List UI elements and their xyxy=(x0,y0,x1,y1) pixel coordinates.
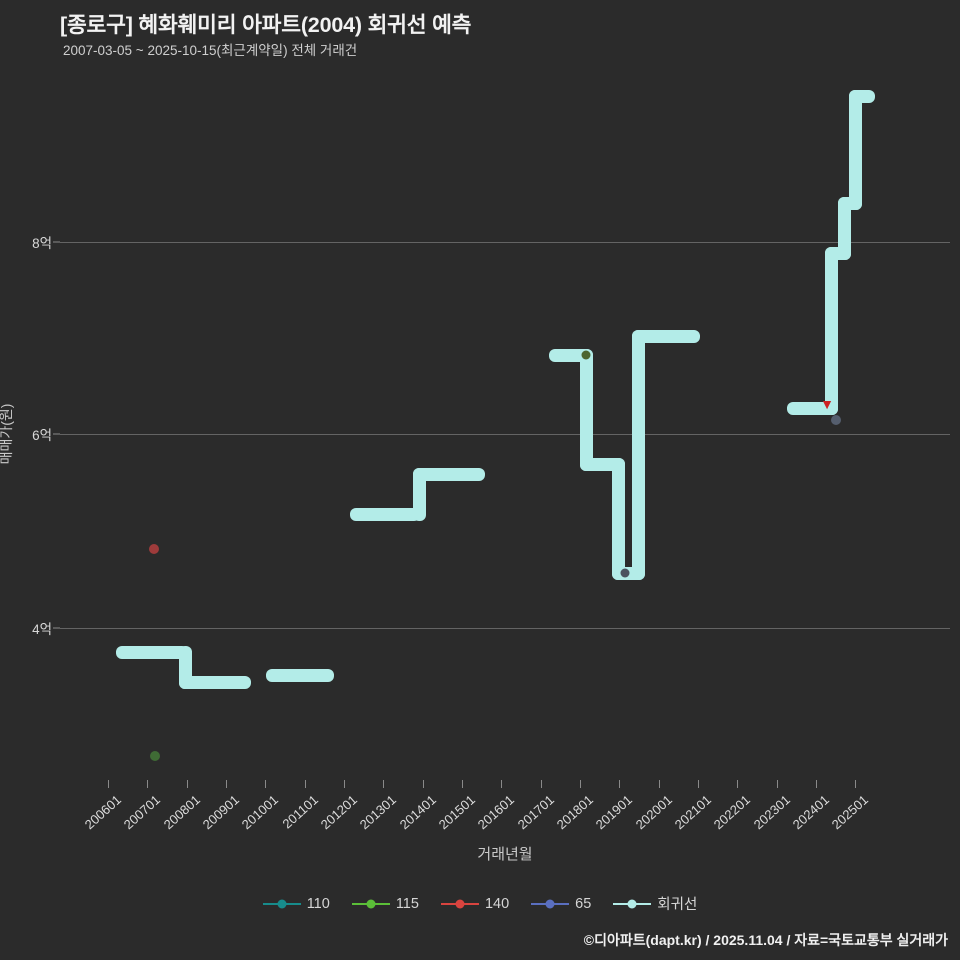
regression-segment xyxy=(612,458,625,580)
regression-segment xyxy=(849,90,862,210)
legend-label: 115 xyxy=(395,895,419,912)
x-tick-label: 201001 xyxy=(238,792,282,833)
x-tick xyxy=(383,780,384,788)
x-tick-label: 201101 xyxy=(279,792,322,832)
data-point-140-marker: ▼ xyxy=(820,396,834,412)
legend-label: 140 xyxy=(484,895,510,912)
x-tick xyxy=(541,780,542,788)
x-tick xyxy=(619,780,620,788)
legend-swatch-110 xyxy=(262,899,301,908)
legend-item-115[interactable]: 115 xyxy=(351,895,419,912)
regression-segment xyxy=(179,676,251,689)
x-tick-label: 200901 xyxy=(199,792,243,833)
legend-label: 110 xyxy=(306,895,330,912)
x-tick xyxy=(187,780,188,788)
data-point-140 xyxy=(149,544,159,554)
page-title: [종로구] 혜화훼미리 아파트(2004) 회귀선 예측 xyxy=(60,13,472,37)
x-tick-label: 202101 xyxy=(671,792,715,833)
footer-attribution: ©디아파트(dapt.kr) / 2025.11.04 / 자료=국토교통부 실… xyxy=(583,932,948,948)
data-point-115 xyxy=(150,751,160,761)
regression-segment xyxy=(116,646,188,659)
chart-legend: 110 115 140 65 회귀선 xyxy=(0,893,960,914)
legend-item-regression[interactable]: 회귀선 xyxy=(613,893,697,914)
regression-segment xyxy=(632,330,700,343)
regression-segment xyxy=(413,468,426,521)
regression-segment xyxy=(632,330,645,580)
x-tick xyxy=(305,780,306,788)
x-tick-label: 201401 xyxy=(396,792,440,833)
x-tick-label: 201201 xyxy=(317,792,361,833)
data-point-65 xyxy=(620,568,630,578)
y-tick-mark-8eok xyxy=(53,241,60,243)
x-tick-label: 200801 xyxy=(160,792,204,833)
y-tick-mark-4eok xyxy=(53,627,60,629)
x-tick-label: 202201 xyxy=(710,792,754,833)
y-tick-mark-6eok xyxy=(53,433,60,435)
x-tick-label: 200701 xyxy=(120,792,164,833)
chart-subtitle: 2007-03-05 ~ 2025-10-15(최근계약일) 전체 거래건 xyxy=(63,43,358,58)
x-tick-label: 201901 xyxy=(592,792,636,833)
x-axis-ticks xyxy=(60,780,950,790)
legend-swatch-regression xyxy=(613,899,652,908)
legend-swatch-115 xyxy=(351,899,390,908)
data-point-115 xyxy=(581,350,591,360)
x-tick xyxy=(855,780,856,788)
x-axis-label: 거래년월 xyxy=(477,846,533,863)
regression-segment xyxy=(838,197,851,260)
x-tick-label: 201801 xyxy=(553,792,597,833)
y-tick-label-4eok: 4억 xyxy=(32,622,52,637)
x-tick xyxy=(226,780,227,788)
x-tick xyxy=(816,780,817,788)
x-tick xyxy=(580,780,581,788)
x-tick-label: 201601 xyxy=(474,792,518,833)
legend-item-110[interactable]: 110 xyxy=(262,895,330,912)
x-tick xyxy=(737,780,738,788)
x-tick xyxy=(501,780,502,788)
x-tick-label: 201501 xyxy=(435,792,479,833)
regression-segment xyxy=(849,90,875,103)
legend-item-140[interactable]: 140 xyxy=(440,895,510,912)
regression-segment xyxy=(413,468,485,481)
regression-segment xyxy=(580,349,593,471)
x-tick-label: 200601 xyxy=(81,792,125,833)
plot-area: 8억 6억 4억 ▼ xyxy=(32,72,950,780)
x-tick-label: 202401 xyxy=(789,792,833,833)
x-tick xyxy=(265,780,266,788)
x-tick xyxy=(462,780,463,788)
x-tick xyxy=(423,780,424,788)
x-tick xyxy=(344,780,345,788)
legend-item-65[interactable]: 65 xyxy=(531,896,591,912)
y-tick-label-8eok: 8억 xyxy=(32,236,52,251)
x-tick-label: 202501 xyxy=(828,792,872,833)
legend-label: 회귀선 xyxy=(657,897,698,913)
gridline-8eok xyxy=(60,242,950,243)
x-tick xyxy=(659,780,660,788)
y-tick-label-6eok: 6억 xyxy=(32,428,52,443)
x-tick xyxy=(698,780,699,788)
x-tick xyxy=(108,780,109,788)
x-tick-label: 202301 xyxy=(750,792,794,833)
regression-segment xyxy=(825,247,838,415)
x-tick xyxy=(147,780,148,788)
x-tick-label: 201701 xyxy=(514,792,558,833)
legend-swatch-140 xyxy=(440,899,479,908)
gridline-4eok xyxy=(60,628,950,629)
regression-segment xyxy=(350,508,420,521)
data-point-65 xyxy=(831,415,841,425)
legend-swatch-65 xyxy=(531,899,570,908)
x-tick-label: 201301 xyxy=(356,792,400,833)
x-tick-label: 202001 xyxy=(632,792,676,833)
gridline-6eok xyxy=(60,434,950,435)
x-tick xyxy=(777,780,778,788)
legend-label: 65 xyxy=(575,895,592,912)
y-axis-label: 매매가(원) xyxy=(0,403,14,465)
regression-segment xyxy=(266,669,334,682)
